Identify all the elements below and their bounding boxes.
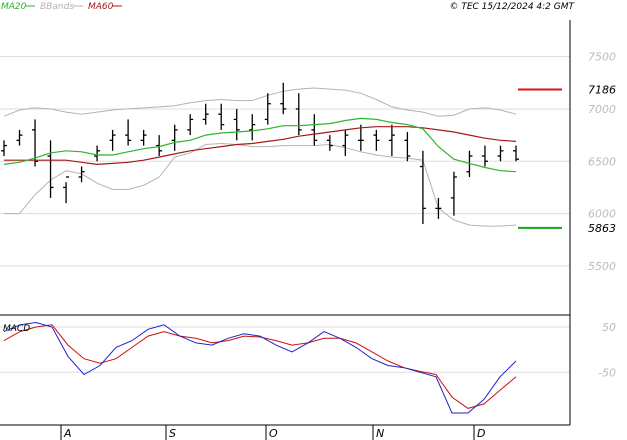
ohlc-bar	[513, 145, 519, 162]
bband-upper-line	[3, 87, 517, 117]
resistance-label: 7186	[588, 83, 616, 96]
ohlc-bar	[326, 135, 333, 151]
ohlc-bar	[497, 145, 504, 162]
legend-bbands-label: BBands	[40, 2, 74, 12]
ohlc-bar	[16, 129, 23, 146]
ohlc-bar	[1, 140, 7, 157]
ohlc-bar	[187, 114, 194, 136]
ohlc-bar	[218, 103, 225, 130]
ohlc-bar	[342, 129, 349, 157]
ohlc-bar	[481, 145, 488, 167]
month-label: O	[269, 427, 278, 440]
macd-lines	[3, 321, 517, 414]
ohlc-bar	[47, 140, 54, 198]
month-label: A	[63, 427, 72, 440]
legend-ma20-label: MA20	[1, 2, 27, 12]
ohlc-bar	[249, 114, 256, 141]
ohlc-bar	[109, 129, 116, 151]
price-tick-label: 7500	[588, 51, 616, 64]
price-tick-label: 7000	[588, 103, 616, 116]
macd-grid	[0, 326, 570, 373]
ma60-line	[4, 126, 517, 166]
ohlc-bar	[311, 114, 318, 146]
price-tick-label: 6500	[588, 155, 616, 168]
ohlc-bar	[156, 135, 163, 157]
legend: MA20 BBands MA60	[1, 2, 122, 12]
price-tick-label: 6000	[588, 208, 616, 221]
ohlc-bar	[450, 171, 457, 216]
price-tick-label: 5500	[588, 260, 616, 273]
ohlc-bar	[233, 108, 240, 141]
bband-lower-line	[4, 142, 517, 227]
ohlc-bar	[373, 129, 380, 151]
ohlc-bar	[388, 124, 395, 157]
ohlc-bar	[202, 103, 209, 125]
ohlc-bar	[295, 93, 302, 136]
ohlc-bar	[357, 124, 364, 151]
price-axis: 7500 7000 6500 6000 5500	[588, 51, 616, 273]
bollinger-bands	[3, 87, 517, 227]
ohlc-bar	[140, 129, 147, 146]
macd-axis: 50 -50	[598, 321, 616, 379]
copyright-text: © TEC 15/12/2024 4:2 GMT	[449, 2, 575, 12]
support-label: 5863	[588, 222, 616, 235]
ohlc-bar	[94, 145, 101, 162]
moving-averages	[3, 117, 517, 173]
ohlc-bar	[171, 124, 178, 151]
legend-ma60-label: MA60	[88, 2, 114, 12]
ohlc-bar	[280, 82, 287, 115]
ohlc-bar	[125, 119, 132, 146]
ohlc-bar	[404, 131, 411, 162]
ma20-line	[3, 117, 517, 173]
month-label: N	[376, 427, 384, 440]
ohlc-bar	[264, 93, 271, 125]
ohlc-bar	[63, 176, 70, 204]
macd-title: MACD	[3, 324, 30, 334]
macd-tick-label: -50	[598, 366, 616, 379]
macd-line	[3, 321, 517, 414]
price-annotations: 7186 5863	[518, 83, 616, 235]
ohlc-bar	[435, 197, 442, 219]
month-label: S	[169, 427, 176, 440]
month-label: D	[477, 427, 485, 440]
macd-signal-line	[3, 324, 517, 409]
ohlc-bar	[419, 150, 426, 225]
ohlc-bar	[78, 166, 85, 183]
macd-tick-label: 50	[602, 321, 616, 334]
